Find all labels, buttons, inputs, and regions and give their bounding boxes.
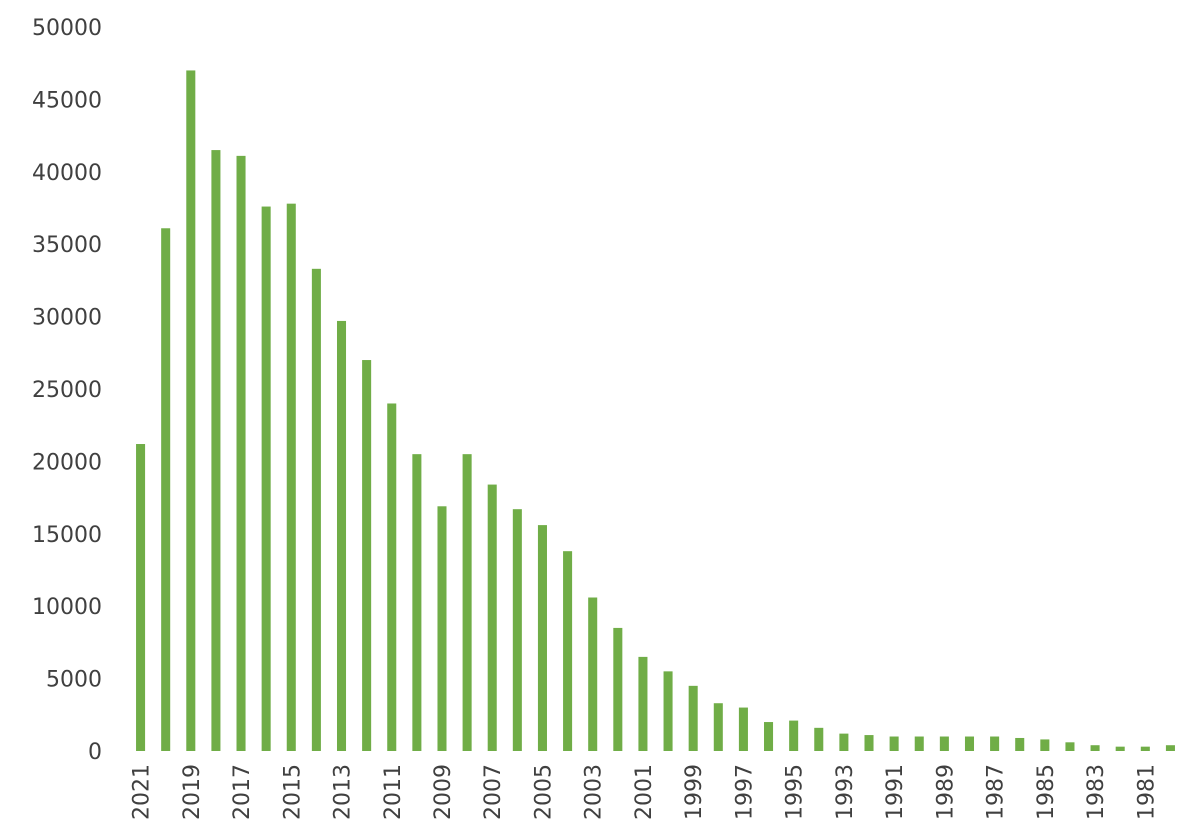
y-tick-label: 45000 — [32, 88, 102, 113]
x-tick-label: 1989 — [933, 764, 958, 820]
bar-1990 — [914, 736, 924, 751]
bar-2004 — [563, 551, 573, 751]
bar-2015 — [286, 203, 296, 751]
bar-2014 — [311, 268, 321, 751]
bar-2009 — [437, 506, 447, 751]
x-tick-label: 1993 — [833, 764, 858, 820]
y-tick-label: 5000 — [46, 668, 102, 693]
y-tick-label: 50000 — [32, 16, 102, 41]
bar-1987 — [990, 736, 1000, 751]
x-tick-label: 2013 — [331, 764, 356, 820]
bar-2006 — [512, 509, 522, 751]
x-tick-label: 2015 — [280, 764, 305, 820]
bar-1988 — [964, 736, 975, 751]
y-tick-label: 25000 — [32, 378, 102, 403]
bars — [136, 70, 1175, 752]
bar-1996 — [764, 722, 774, 751]
bar-2017 — [236, 155, 246, 751]
bar-1998 — [713, 703, 723, 751]
x-tick-label: 1991 — [883, 764, 908, 820]
bar-1982 — [1115, 746, 1125, 751]
y-tick-label: 10000 — [32, 595, 102, 620]
bar-2007 — [487, 484, 497, 751]
x-tick-label: 1999 — [682, 764, 707, 820]
x-tick-label: 1997 — [732, 764, 757, 820]
bar-1985 — [1040, 739, 1050, 751]
x-tick-label: 1995 — [783, 764, 808, 820]
x-tick-label: 2019 — [180, 764, 205, 820]
x-tick-label: 2001 — [632, 764, 657, 820]
bar-2003 — [588, 597, 598, 751]
x-tick-label: 2003 — [582, 764, 607, 820]
bar-2019 — [186, 70, 196, 751]
y-tick-label: 35000 — [32, 233, 102, 258]
y-tick-label: 15000 — [32, 523, 102, 548]
x-tick-label: 2005 — [531, 764, 556, 820]
bar-1980 — [1165, 745, 1175, 751]
bar-2021 — [136, 444, 146, 751]
x-tick-label: 2007 — [481, 764, 506, 820]
bar-2010 — [412, 454, 422, 751]
bar-2000 — [663, 671, 673, 751]
bar-1995 — [789, 720, 799, 751]
bar-2005 — [537, 525, 547, 751]
bar-2001 — [638, 656, 648, 751]
bar-1994 — [814, 727, 824, 751]
y-tick-label: 40000 — [32, 161, 102, 186]
bar-2011 — [387, 403, 397, 751]
bar-1999 — [688, 685, 698, 751]
bar-2013 — [336, 320, 347, 751]
bar-2012 — [362, 360, 372, 751]
bar-2008 — [462, 454, 472, 751]
x-tick-label: 1981 — [1134, 764, 1159, 820]
x-tick-label: 2011 — [381, 764, 406, 820]
bar-2016 — [261, 206, 271, 752]
bar-1983 — [1090, 745, 1100, 751]
y-tick-label: 20000 — [32, 450, 102, 475]
y-tick-label: 30000 — [32, 306, 102, 331]
bar-2020 — [161, 228, 171, 751]
bar-2002 — [613, 627, 623, 751]
bar-1981 — [1140, 746, 1150, 751]
x-tick-label: 1983 — [1084, 764, 1109, 820]
x-axis: 2021 2019 2017 2015 2013 2011 2009 2007 2005 2003… — [130, 764, 1160, 820]
x-tick-label: 1987 — [984, 764, 1009, 820]
y-tick-label: 0 — [88, 740, 102, 765]
bar-1992 — [864, 735, 874, 751]
bar-1991 — [889, 736, 899, 751]
x-tick-label: 2021 — [130, 764, 155, 820]
bar-1986 — [1015, 737, 1025, 751]
x-tick-label: 2009 — [431, 764, 456, 820]
bar-2018 — [211, 150, 221, 751]
bar-1993 — [839, 733, 849, 751]
x-tick-label: 1985 — [1034, 764, 1059, 820]
bar-1984 — [1065, 742, 1075, 751]
x-tick-label: 2017 — [230, 764, 255, 820]
y-axis: 0 5000 10000 15000 20000 25000 30000 35000 40000… — [32, 16, 102, 765]
bar-1989 — [939, 736, 949, 751]
bar-1997 — [738, 707, 748, 751]
